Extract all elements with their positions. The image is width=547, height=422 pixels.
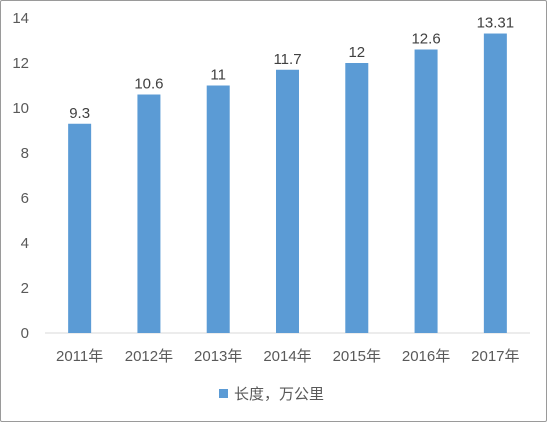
data-label: 9.3 [69,105,90,122]
bar [483,33,507,334]
y-tick-label: 8 [21,145,29,162]
x-tick-label: 2017年 [471,348,519,365]
data-label: 12.6 [411,31,440,48]
x-tick-label: 2014年 [263,348,311,365]
y-tick-label: 4 [21,235,29,252]
x-tick-label: 2012年 [125,348,173,365]
bar [206,85,230,333]
bar [68,123,92,333]
x-tick-label: 2016年 [402,348,450,365]
data-label: 10.6 [134,76,163,93]
bars [68,33,507,334]
y-tick-label: 10 [12,100,29,117]
y-axis-ticks: 0 2 4 6 8 10 12 14 [12,10,29,342]
data-label: 12 [348,44,365,61]
legend-label: 长度，万公里 [234,385,324,403]
bar [345,63,369,333]
bar [276,69,299,333]
x-tick-label: 2011年 [56,348,103,365]
y-tick-label: 2 [21,280,29,297]
y-tick-label: 14 [12,10,29,27]
bar [137,94,161,333]
x-tick-label: 2013年 [194,348,242,365]
data-label: 11 [210,67,226,84]
x-axis-ticks: 2011年 2012年 2013年 2014年 2015年 2016年 2017年 [56,348,520,365]
data-label: 13.31 [477,15,515,32]
x-tick-label: 2015年 [333,348,381,365]
bar [414,49,438,333]
y-tick-label: 0 [21,325,29,342]
data-labels: 9.3 10.6 11 11.7 12 12.6 13.31 [69,15,514,122]
legend-swatch [219,389,228,398]
y-tick-label: 12 [12,55,29,72]
y-tick-label: 6 [21,190,29,207]
data-label: 11.7 [273,51,301,68]
legend: 长度，万公里 [219,385,324,403]
